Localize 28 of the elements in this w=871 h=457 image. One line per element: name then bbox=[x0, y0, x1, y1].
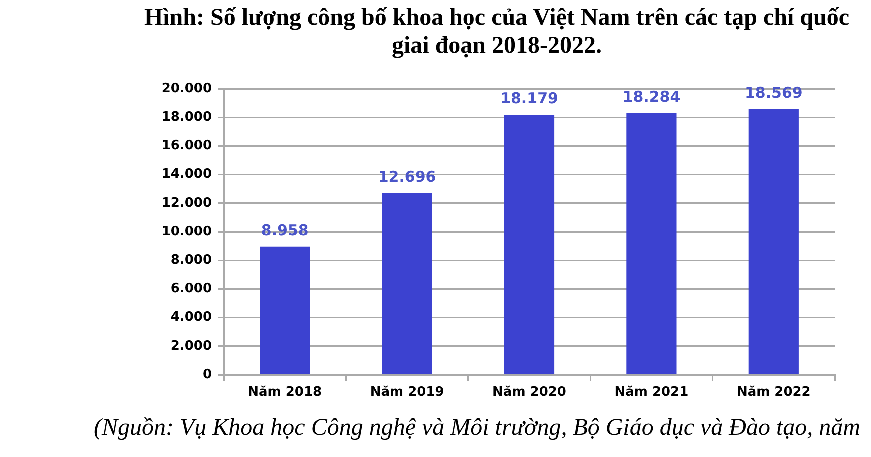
bar bbox=[626, 114, 677, 374]
data-label: 18.284 bbox=[622, 88, 681, 106]
data-label: 12.696 bbox=[378, 168, 436, 186]
x-tick-label: Năm 2021 bbox=[614, 385, 689, 400]
y-tick-label: 10.000 bbox=[162, 224, 212, 240]
y-tick-label: 16.000 bbox=[162, 138, 212, 154]
x-tick-label: Năm 2019 bbox=[370, 385, 444, 400]
y-tick-label: 2.000 bbox=[170, 338, 212, 354]
y-tick-label: 0 bbox=[202, 367, 212, 382]
y-tick-label: 4.000 bbox=[170, 310, 212, 326]
y-tick-label: 12.000 bbox=[162, 196, 212, 211]
y-tick-label: 6.000 bbox=[170, 282, 212, 297]
text: (Nguồn: Vụ Khoa học Công nghệ và Môi trường, Bộ Giáo dục và Đào tạo, năm bbox=[94, 414, 860, 443]
bar bbox=[504, 115, 555, 374]
data-label: 18.569 bbox=[744, 84, 803, 102]
bar bbox=[260, 246, 310, 374]
data-label: 18.179 bbox=[500, 89, 558, 108]
x-tick-label: Năm 2022 bbox=[736, 385, 811, 400]
x-tick-label: Năm 2020 bbox=[492, 385, 566, 400]
bar bbox=[748, 109, 799, 374]
y-tick-label: 14.000 bbox=[162, 167, 212, 182]
y-tick-label: 20.000 bbox=[162, 81, 212, 96]
data-label: 8.958 bbox=[261, 221, 309, 240]
y-tick-label: 8.000 bbox=[170, 252, 212, 268]
x-tick-label: Năm 2018 bbox=[248, 385, 322, 400]
bar bbox=[382, 193, 432, 374]
chart-title: Hình: Số lượng công bố khoa học của Việt Nam trên các tạp chí quốc giai đoạn 2018-2022. bbox=[143, 4, 851, 60]
y-tick-label: 18.000 bbox=[162, 110, 212, 125]
